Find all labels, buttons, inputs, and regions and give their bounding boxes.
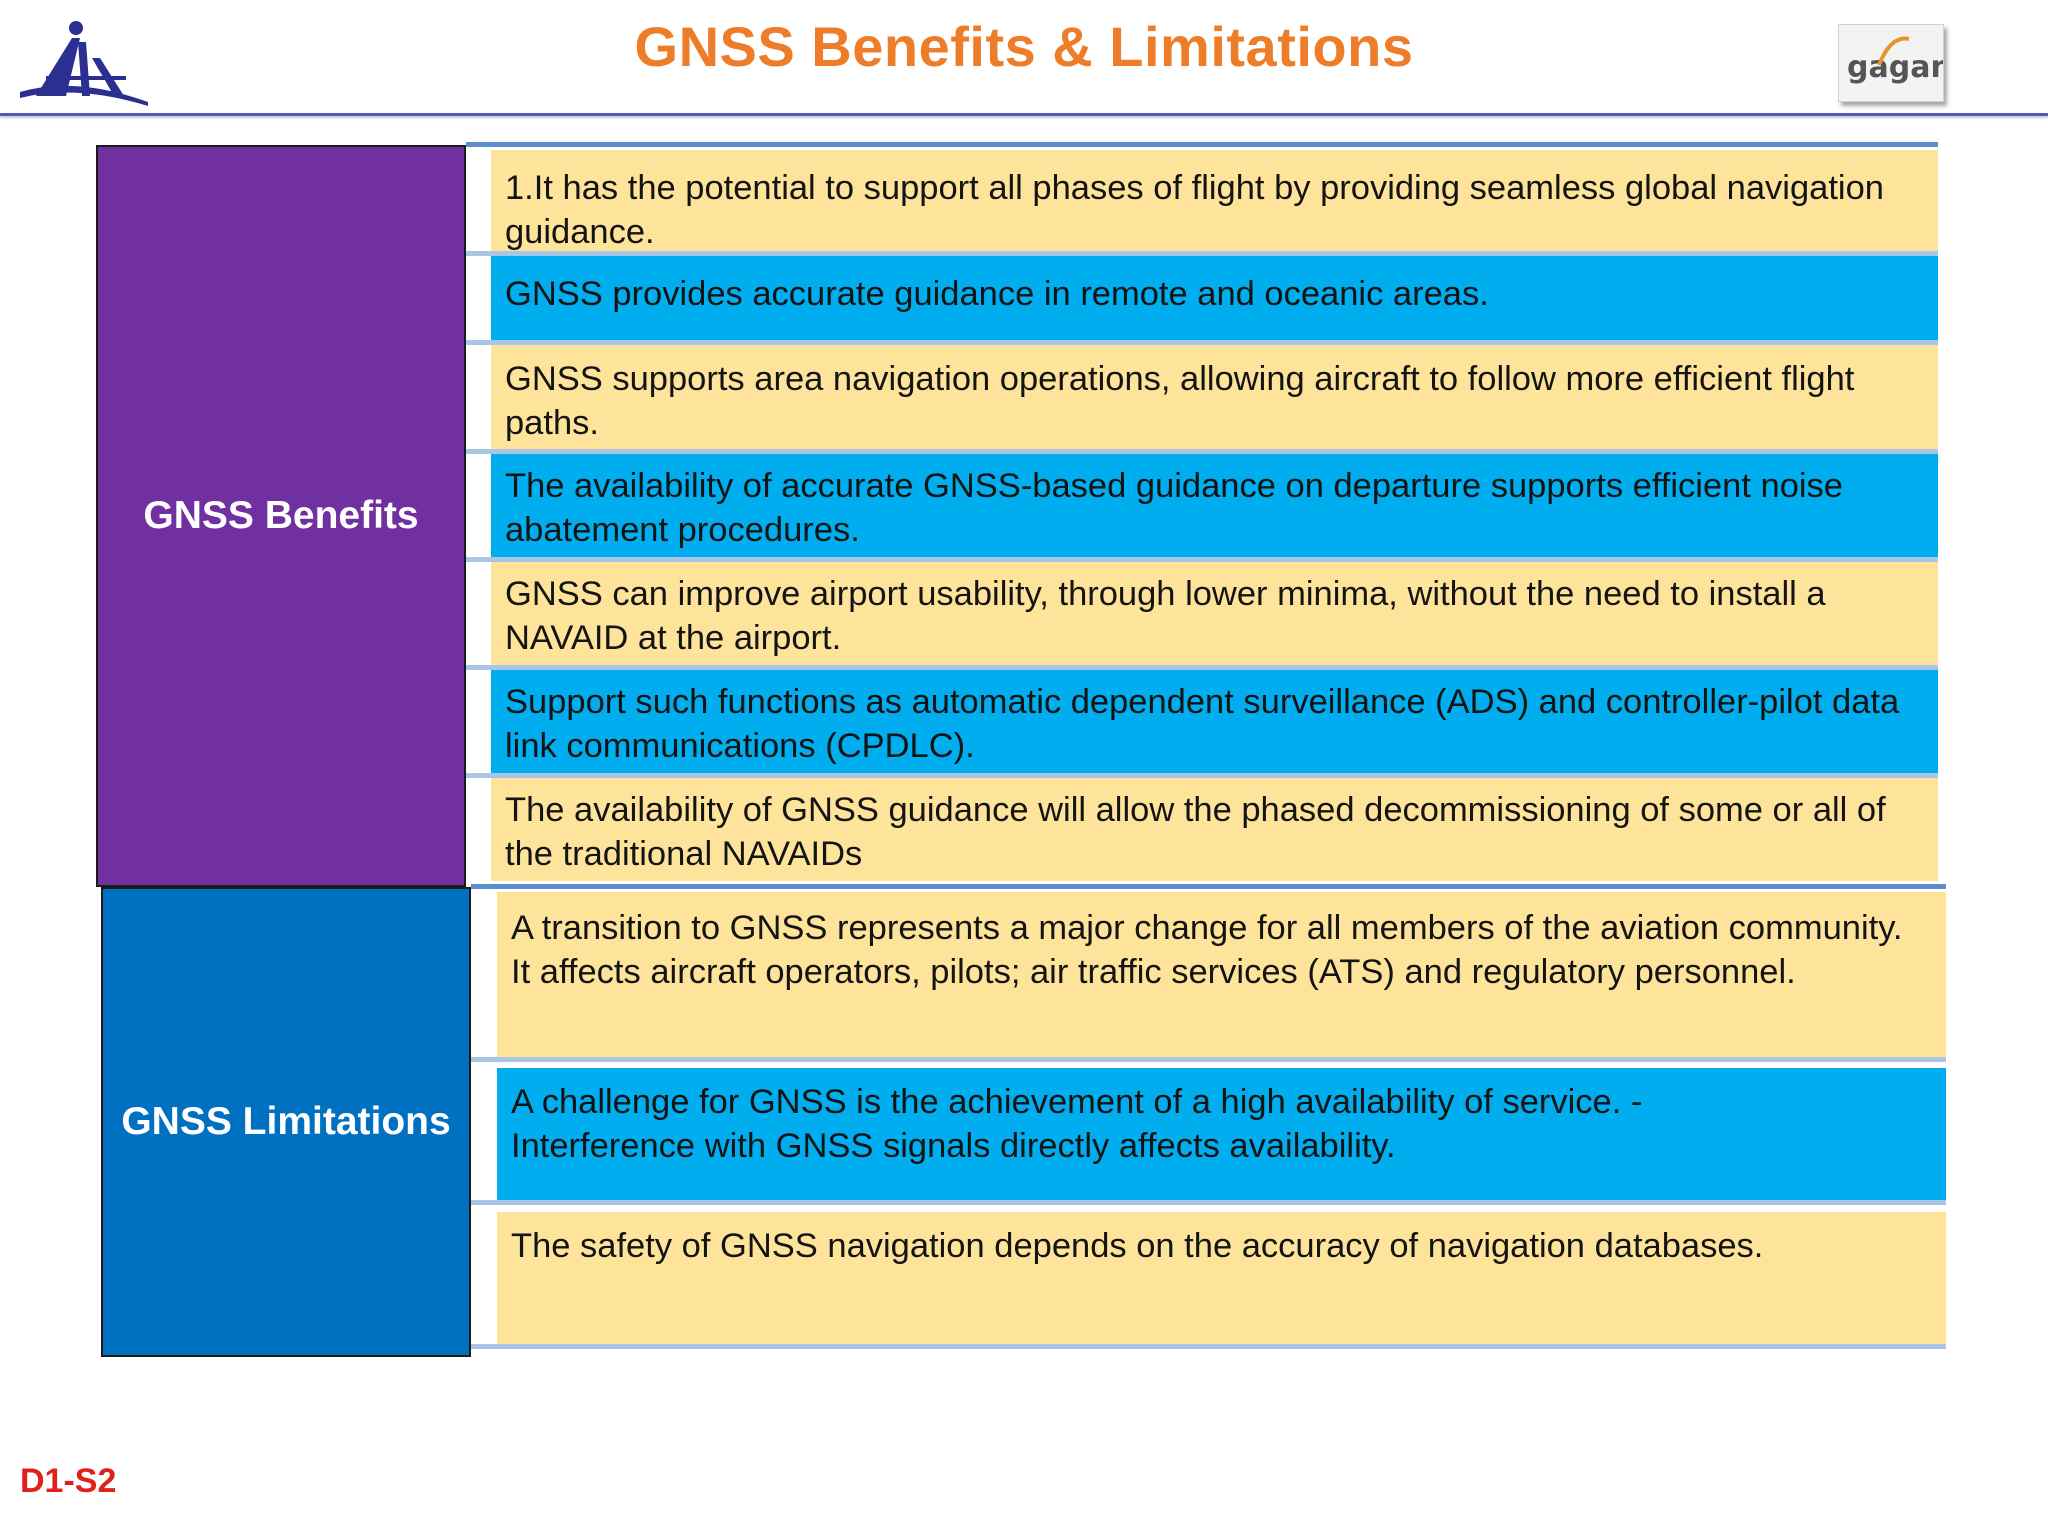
benefit-item: GNSS can improve airport usability, thro… (491, 562, 1938, 665)
benefit-item: 1.It has the potential to support all ph… (491, 150, 1938, 251)
aai-logo (20, 21, 148, 106)
benefits-top-rule (466, 142, 1938, 147)
benefit-item: The availability of accurate GNSS-based … (491, 454, 1938, 557)
benefit-item: GNSS supports area navigation operations… (491, 345, 1938, 449)
row-divider (466, 665, 1938, 670)
benefit-item: Support such functions as automatic depe… (491, 670, 1938, 773)
row-divider (466, 340, 1938, 345)
limitations-section-label: GNSS Limitations (101, 887, 471, 1357)
row-divider (471, 1344, 1946, 1349)
limitation-item: A transition to GNSS represents a major … (497, 892, 1946, 1057)
row-divider (466, 773, 1938, 778)
benefit-item: The availability of GNSS guidance will a… (491, 778, 1938, 881)
slide-id: D1-S2 (20, 1462, 117, 1500)
limitation-item: A challenge for GNSS is the achievement … (497, 1068, 1946, 1200)
gagan-logo-text: gagan (1847, 50, 1943, 85)
page-title: GNSS Benefits & Limitations (634, 15, 1414, 78)
limitations-top-rule (471, 884, 1946, 889)
row-divider (466, 557, 1938, 562)
benefit-item: GNSS provides accurate guidance in remot… (491, 256, 1938, 340)
row-divider (471, 1057, 1946, 1062)
row-divider (466, 449, 1938, 454)
row-divider (471, 1200, 1946, 1205)
header-divider (0, 113, 2048, 116)
benefits-section-label: GNSS Benefits (96, 145, 466, 887)
row-divider (466, 251, 1938, 256)
limitation-item: The safety of GNSS navigation depends on… (497, 1212, 1946, 1344)
gagan-logo: gagan (1838, 24, 1952, 102)
